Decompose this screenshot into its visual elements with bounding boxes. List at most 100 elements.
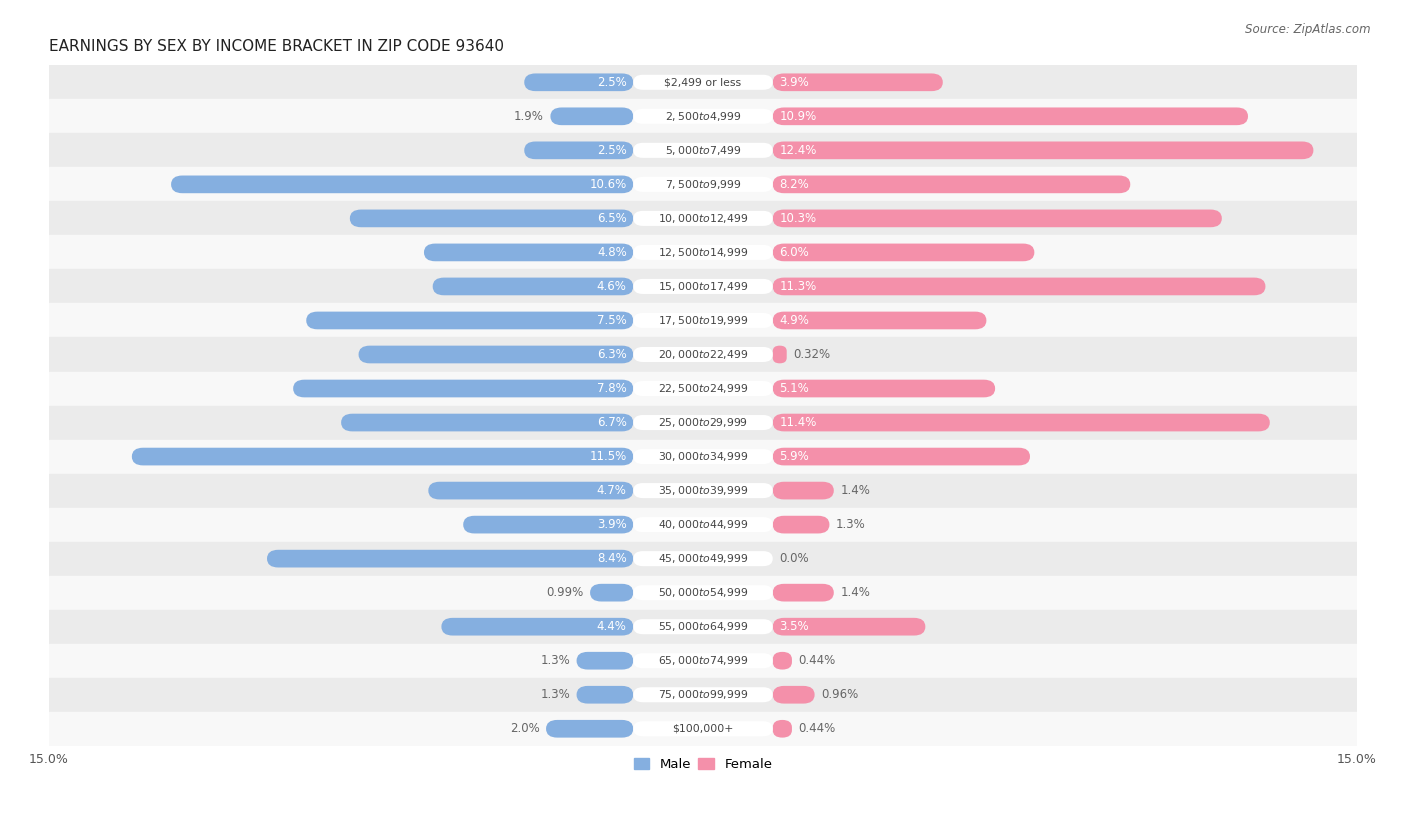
Text: 2.5%: 2.5%: [598, 144, 627, 157]
Text: 3.5%: 3.5%: [779, 620, 808, 633]
Text: $75,000 to $99,999: $75,000 to $99,999: [658, 689, 748, 702]
Text: 2.5%: 2.5%: [598, 76, 627, 89]
Text: 8.4%: 8.4%: [598, 552, 627, 565]
FancyBboxPatch shape: [773, 584, 834, 602]
FancyBboxPatch shape: [773, 73, 943, 91]
FancyBboxPatch shape: [591, 584, 633, 602]
Text: $65,000 to $74,999: $65,000 to $74,999: [658, 654, 748, 667]
Text: $12,500 to $14,999: $12,500 to $14,999: [658, 246, 748, 259]
Text: $22,500 to $24,999: $22,500 to $24,999: [658, 382, 748, 395]
FancyBboxPatch shape: [576, 686, 633, 703]
Text: 5.9%: 5.9%: [779, 450, 808, 463]
Text: 5.1%: 5.1%: [779, 382, 808, 395]
FancyBboxPatch shape: [773, 448, 1031, 465]
FancyBboxPatch shape: [773, 346, 787, 363]
Text: 6.3%: 6.3%: [598, 348, 627, 361]
Bar: [49, 133, 1357, 167]
FancyBboxPatch shape: [429, 482, 633, 499]
FancyBboxPatch shape: [773, 380, 995, 398]
FancyBboxPatch shape: [463, 515, 633, 533]
Text: 1.3%: 1.3%: [540, 689, 569, 702]
FancyBboxPatch shape: [633, 381, 773, 396]
FancyBboxPatch shape: [132, 448, 633, 465]
FancyBboxPatch shape: [633, 415, 773, 430]
FancyBboxPatch shape: [773, 482, 834, 499]
FancyBboxPatch shape: [773, 720, 792, 737]
Text: $35,000 to $39,999: $35,000 to $39,999: [658, 484, 748, 497]
Text: $15,000 to $17,499: $15,000 to $17,499: [658, 280, 748, 293]
Text: 11.3%: 11.3%: [779, 280, 817, 293]
Text: 7.5%: 7.5%: [598, 314, 627, 327]
FancyBboxPatch shape: [633, 279, 773, 294]
FancyBboxPatch shape: [524, 73, 633, 91]
FancyBboxPatch shape: [633, 653, 773, 668]
Bar: [49, 711, 1357, 746]
FancyBboxPatch shape: [633, 313, 773, 328]
Text: 1.3%: 1.3%: [540, 654, 569, 667]
Text: 8.2%: 8.2%: [779, 178, 808, 191]
FancyBboxPatch shape: [441, 618, 633, 636]
FancyBboxPatch shape: [773, 414, 1270, 432]
FancyBboxPatch shape: [633, 245, 773, 260]
Bar: [49, 576, 1357, 610]
Text: $2,499 or less: $2,499 or less: [665, 77, 741, 87]
Bar: [49, 610, 1357, 644]
Bar: [49, 167, 1357, 202]
Text: $7,500 to $9,999: $7,500 to $9,999: [665, 178, 741, 191]
FancyBboxPatch shape: [267, 550, 633, 567]
Bar: [49, 406, 1357, 440]
Bar: [49, 99, 1357, 133]
FancyBboxPatch shape: [633, 687, 773, 702]
FancyBboxPatch shape: [633, 211, 773, 226]
Bar: [49, 65, 1357, 99]
Text: 10.9%: 10.9%: [779, 110, 817, 123]
FancyBboxPatch shape: [633, 177, 773, 192]
Text: 1.3%: 1.3%: [837, 518, 866, 531]
Text: 6.7%: 6.7%: [596, 416, 627, 429]
Bar: [49, 507, 1357, 541]
Text: $25,000 to $29,999: $25,000 to $29,999: [658, 416, 748, 429]
FancyBboxPatch shape: [433, 277, 633, 295]
FancyBboxPatch shape: [425, 244, 633, 261]
Text: 1.4%: 1.4%: [841, 586, 870, 599]
Text: 1.9%: 1.9%: [515, 110, 544, 123]
Text: $50,000 to $54,999: $50,000 to $54,999: [658, 586, 748, 599]
FancyBboxPatch shape: [773, 244, 1035, 261]
Text: 0.44%: 0.44%: [799, 654, 835, 667]
Text: $2,500 to $4,999: $2,500 to $4,999: [665, 110, 741, 123]
FancyBboxPatch shape: [633, 721, 773, 737]
FancyBboxPatch shape: [633, 551, 773, 566]
FancyBboxPatch shape: [773, 176, 1130, 193]
FancyBboxPatch shape: [773, 107, 1249, 125]
FancyBboxPatch shape: [172, 176, 633, 193]
Text: 2.0%: 2.0%: [510, 722, 540, 735]
FancyBboxPatch shape: [773, 686, 814, 703]
Bar: [49, 678, 1357, 711]
Bar: [49, 236, 1357, 269]
FancyBboxPatch shape: [350, 210, 633, 228]
Bar: [49, 337, 1357, 372]
Text: 12.4%: 12.4%: [779, 144, 817, 157]
Bar: [49, 541, 1357, 576]
FancyBboxPatch shape: [773, 515, 830, 533]
Bar: [49, 474, 1357, 507]
Text: 0.99%: 0.99%: [547, 586, 583, 599]
Bar: [49, 372, 1357, 406]
FancyBboxPatch shape: [773, 141, 1313, 159]
Text: 0.32%: 0.32%: [793, 348, 831, 361]
Text: 7.8%: 7.8%: [598, 382, 627, 395]
FancyBboxPatch shape: [633, 483, 773, 498]
Text: 4.7%: 4.7%: [596, 484, 627, 497]
FancyBboxPatch shape: [550, 107, 633, 125]
Text: $40,000 to $44,999: $40,000 to $44,999: [658, 518, 748, 531]
Text: 6.5%: 6.5%: [598, 212, 627, 225]
Text: 0.96%: 0.96%: [821, 689, 859, 702]
Text: $5,000 to $7,499: $5,000 to $7,499: [665, 144, 741, 157]
FancyBboxPatch shape: [773, 311, 987, 329]
Text: 11.4%: 11.4%: [779, 416, 817, 429]
FancyBboxPatch shape: [773, 277, 1265, 295]
FancyBboxPatch shape: [633, 75, 773, 89]
Bar: [49, 202, 1357, 236]
Text: $17,500 to $19,999: $17,500 to $19,999: [658, 314, 748, 327]
Text: $30,000 to $34,999: $30,000 to $34,999: [658, 450, 748, 463]
